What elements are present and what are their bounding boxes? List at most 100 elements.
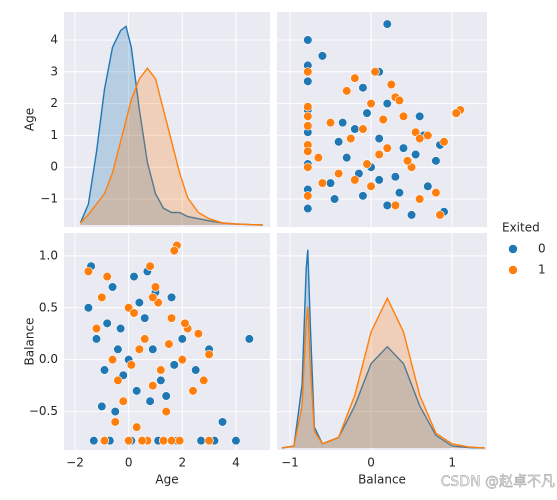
scatter-point bbox=[244, 334, 254, 344]
legend-label: 0 bbox=[538, 242, 546, 256]
scatter-point bbox=[394, 95, 405, 106]
scatter-point bbox=[303, 76, 313, 86]
scatter-point bbox=[431, 188, 441, 198]
scatter-point bbox=[204, 436, 214, 446]
scatter-point bbox=[317, 178, 328, 188]
kde-area bbox=[80, 68, 263, 225]
kde-area bbox=[281, 249, 485, 448]
scatter-point bbox=[398, 111, 409, 121]
scatter-point bbox=[303, 191, 313, 201]
kde-line bbox=[281, 249, 485, 449]
scatter-point bbox=[382, 143, 392, 153]
scatter-point bbox=[132, 386, 142, 396]
legend-label: 1 bbox=[538, 263, 546, 277]
scatter-point bbox=[107, 355, 118, 365]
scatter-point bbox=[317, 51, 328, 61]
scatter-point bbox=[83, 266, 94, 277]
scatter-point bbox=[169, 360, 179, 370]
scatter-point bbox=[169, 246, 179, 256]
x-tick-label: 1 bbox=[448, 456, 456, 470]
scatter-point bbox=[415, 111, 425, 121]
subplot bbox=[277, 12, 487, 227]
scatter-point bbox=[161, 406, 171, 417]
scatter-point bbox=[145, 396, 155, 406]
x-axis-label: Age bbox=[155, 473, 178, 487]
y-tick-label: −1 bbox=[40, 192, 58, 206]
scatter-point bbox=[439, 137, 449, 147]
scatter-point bbox=[415, 194, 425, 204]
scatter-point bbox=[158, 436, 169, 446]
scatter-point bbox=[394, 188, 405, 198]
scatter-point bbox=[129, 308, 139, 318]
y-tick-label: 0.5 bbox=[39, 300, 58, 314]
scatter-point bbox=[325, 178, 336, 188]
scatter-point bbox=[196, 436, 206, 446]
scatter-point bbox=[177, 355, 187, 365]
x-axis-label: Balance bbox=[358, 473, 406, 487]
scatter-point bbox=[390, 200, 400, 210]
scatter-point bbox=[110, 406, 120, 417]
scatter-point bbox=[166, 292, 177, 302]
legend-marker bbox=[508, 244, 518, 254]
legend-marker bbox=[508, 265, 518, 275]
scatter-point bbox=[126, 360, 136, 370]
subplot bbox=[277, 233, 487, 450]
scatter-point bbox=[132, 422, 142, 432]
scatter-point bbox=[137, 436, 147, 446]
scatter-point bbox=[374, 149, 384, 160]
scatter-point bbox=[113, 375, 123, 386]
scatter-point bbox=[191, 365, 201, 375]
scatter-point bbox=[161, 391, 171, 401]
scatter-point bbox=[303, 35, 313, 45]
scatter-point bbox=[435, 210, 445, 220]
subplot bbox=[64, 12, 270, 227]
scatter-point bbox=[303, 111, 313, 121]
scatter-point bbox=[358, 83, 368, 93]
plot-area bbox=[83, 240, 254, 446]
x-tick-label: −1 bbox=[281, 456, 299, 470]
scatter-point bbox=[156, 375, 166, 386]
scatter-point bbox=[378, 114, 388, 125]
scatter-point bbox=[338, 118, 348, 128]
scatter-point bbox=[113, 344, 123, 354]
scatter-point bbox=[188, 386, 198, 396]
y-tick-label: 0.0 bbox=[39, 352, 58, 366]
scatter-point bbox=[313, 153, 323, 163]
scatter-point bbox=[334, 168, 344, 179]
watermark: CSDN @赵卓不凡 bbox=[441, 474, 555, 490]
plot-area bbox=[79, 25, 263, 226]
kde-line bbox=[281, 296, 485, 449]
plot-area bbox=[281, 249, 485, 449]
scatter-point bbox=[166, 436, 177, 446]
scatter-point bbox=[382, 98, 392, 109]
scatter-point bbox=[140, 334, 150, 344]
scatter-point bbox=[386, 79, 396, 90]
scatter-point bbox=[415, 133, 425, 144]
scatter-point bbox=[374, 133, 384, 144]
kde-area bbox=[281, 298, 485, 448]
scatter-point bbox=[148, 344, 158, 354]
scatter-point bbox=[107, 282, 118, 292]
scatter-point bbox=[382, 19, 392, 29]
scatter-point bbox=[382, 200, 392, 210]
y-tick-label: −0.5 bbox=[29, 404, 58, 418]
scatter-point bbox=[145, 261, 155, 271]
scatter-point bbox=[102, 272, 112, 282]
scatter-point bbox=[423, 181, 433, 191]
scatter-point bbox=[115, 323, 126, 334]
scatter-point bbox=[362, 159, 372, 169]
scatter-point bbox=[177, 334, 187, 344]
scatter-point bbox=[303, 162, 313, 172]
scatter-point bbox=[150, 282, 161, 292]
scatter-point bbox=[303, 67, 313, 77]
scatter-point bbox=[124, 436, 134, 446]
scatter-point bbox=[199, 375, 209, 386]
y-tick-label: 4 bbox=[50, 32, 58, 46]
kde-area bbox=[80, 26, 263, 225]
x-tick-label: 0 bbox=[125, 456, 133, 470]
scatter-point bbox=[134, 297, 144, 308]
scatter-point bbox=[99, 365, 110, 375]
scatter-point bbox=[83, 303, 94, 313]
scatter-point bbox=[89, 436, 99, 446]
